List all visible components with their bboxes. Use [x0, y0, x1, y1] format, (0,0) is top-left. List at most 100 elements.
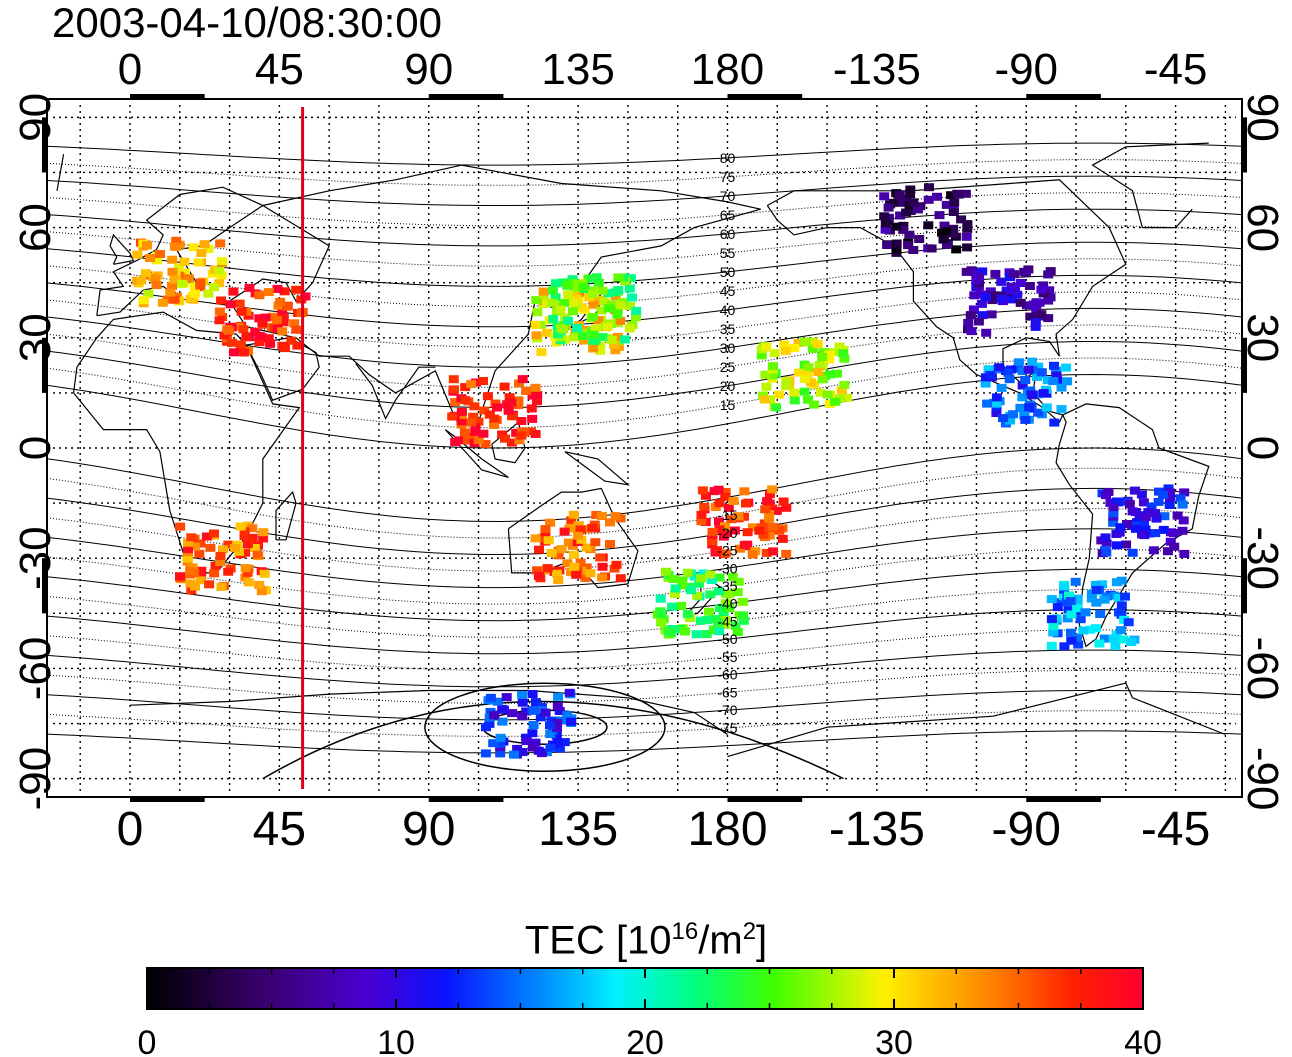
top-lon-tick-label: 45	[255, 45, 304, 94]
tec-point	[1121, 540, 1132, 549]
tec-point	[1151, 514, 1162, 523]
tec-point	[962, 243, 973, 252]
tec-point	[824, 355, 835, 364]
tec-point	[799, 387, 810, 396]
tec-point	[241, 332, 252, 341]
tec-point	[805, 378, 816, 387]
tec-point	[1165, 488, 1176, 497]
left-lat-tick-label: 90	[11, 93, 60, 142]
tec-point	[552, 719, 563, 728]
tec-point	[532, 391, 543, 399]
tec-point	[966, 327, 977, 336]
tec-point	[543, 536, 554, 545]
tec-point	[151, 256, 162, 265]
tec-point	[1127, 507, 1138, 516]
tec-point	[580, 573, 591, 582]
tec-point	[229, 544, 240, 552]
tec-point	[986, 310, 997, 319]
tec-point	[1032, 372, 1042, 381]
tec-point	[1090, 581, 1101, 589]
tec-point	[265, 339, 276, 348]
tec-point	[1165, 537, 1176, 546]
contour-label: 45	[720, 283, 736, 299]
tec-point	[754, 526, 765, 535]
tec-point	[670, 584, 681, 593]
tec-point	[240, 573, 251, 582]
tec-point	[956, 215, 967, 224]
tec-point	[971, 268, 981, 277]
tec-point	[761, 382, 772, 391]
tec-point	[507, 709, 518, 718]
contour-line	[46, 467, 1243, 539]
coastline	[491, 421, 526, 464]
tec-point	[1017, 381, 1028, 390]
tec-point	[665, 629, 676, 638]
tec-point	[588, 330, 599, 339]
tec-point	[145, 254, 155, 262]
tec-point	[218, 545, 228, 554]
tec-point	[739, 540, 750, 549]
colorbar-tick-label: 30	[875, 1024, 913, 1057]
tec-point	[949, 198, 960, 207]
tec-point	[597, 573, 608, 582]
tec-point	[1048, 622, 1059, 631]
lat-lon-grid	[53, 105, 1236, 791]
tec-point	[1036, 368, 1047, 377]
tec-point	[771, 403, 782, 412]
tec-point	[838, 349, 849, 358]
contour-label: 60	[720, 226, 736, 242]
tec-point	[1146, 502, 1157, 511]
tec-point	[605, 518, 615, 527]
tec-point	[576, 303, 587, 312]
tec-point	[171, 236, 182, 245]
bottom-lon-tick-label: 0	[117, 803, 144, 856]
frame-band	[1242, 117, 1247, 173]
tec-point	[593, 278, 604, 287]
tec-point	[597, 286, 608, 295]
tec-point	[1004, 375, 1015, 384]
tec-point	[781, 377, 792, 386]
tec-point	[1061, 363, 1072, 372]
tec-point	[185, 566, 196, 575]
tec-point	[981, 328, 992, 337]
tec-point	[727, 572, 738, 581]
tec-point	[214, 266, 225, 275]
tec-point	[275, 297, 286, 306]
tec-point	[528, 721, 539, 729]
tec-point	[485, 693, 496, 702]
tec-point	[987, 291, 998, 300]
tec-point	[732, 628, 743, 636]
tec-point	[721, 589, 732, 598]
tec-point	[1116, 601, 1127, 610]
tec-point	[742, 528, 753, 537]
tec-point	[1033, 362, 1044, 371]
tec-point	[567, 307, 578, 316]
tec-point	[188, 243, 199, 252]
tec-point	[603, 289, 614, 298]
tec-point	[661, 567, 671, 576]
tec-point	[531, 331, 542, 340]
tec-point	[562, 559, 573, 568]
tec-point	[538, 287, 549, 296]
contour-line	[46, 690, 1243, 721]
tec-point	[575, 558, 586, 567]
tec-point	[948, 229, 959, 238]
tec-point	[588, 344, 599, 353]
tec-point	[195, 283, 206, 292]
tec-point	[456, 417, 467, 426]
tec-point	[824, 399, 835, 408]
tec-point	[190, 289, 200, 298]
tec-point	[215, 558, 226, 567]
tec-point	[239, 527, 250, 536]
tec-point	[627, 293, 637, 302]
tec-point	[889, 198, 899, 207]
tec-point	[174, 263, 184, 272]
tec-point	[157, 298, 168, 307]
tec-point	[733, 512, 744, 521]
tec-point	[728, 497, 739, 505]
tec-point	[532, 308, 543, 317]
tec-point	[542, 298, 552, 307]
tec-point	[1041, 403, 1052, 412]
tec-point	[707, 537, 718, 546]
tec-point	[817, 375, 828, 384]
